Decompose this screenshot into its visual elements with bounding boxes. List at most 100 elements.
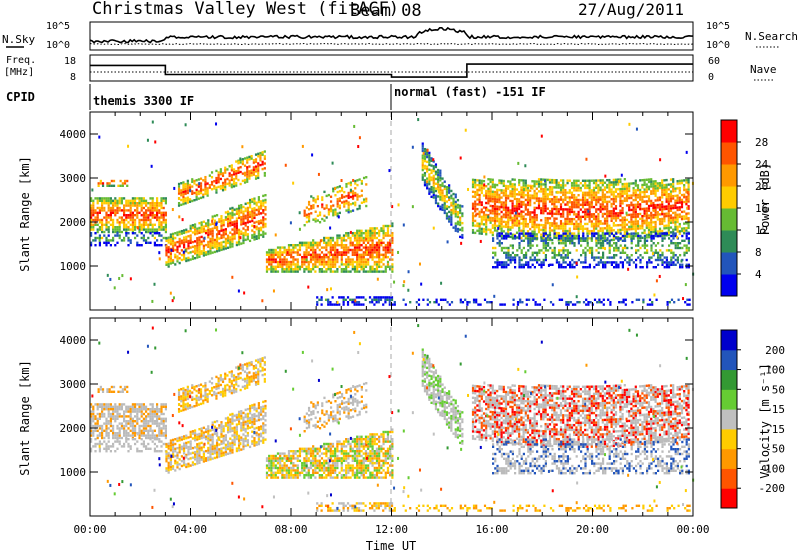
- power-cell: [105, 236, 108, 240]
- power-cell: [211, 232, 214, 235]
- power-cell: [575, 225, 578, 228]
- power-cell: [551, 188, 554, 191]
- power-cell: [373, 229, 376, 232]
- power-cell: [548, 217, 552, 220]
- power-cell: [369, 270, 372, 273]
- power-cell: [680, 198, 684, 202]
- power-cell: [345, 244, 348, 247]
- power-cell: [167, 255, 170, 259]
- power-cell: [672, 261, 675, 264]
- power-cell: [665, 232, 668, 235]
- power-cell: [213, 241, 216, 244]
- power-cell: [674, 199, 677, 202]
- power-cell: [448, 210, 451, 214]
- power-cell: [546, 193, 549, 196]
- power-cell: [129, 239, 132, 242]
- power-cell: [147, 226, 150, 229]
- power-cell: [231, 221, 234, 224]
- power-cell: [253, 207, 256, 210]
- power-cell: [364, 260, 368, 264]
- power-cell: [636, 196, 640, 199]
- power-noise-cell: [189, 189, 192, 193]
- power-cell: [118, 199, 121, 202]
- power-cell: [290, 263, 293, 266]
- power-cell: [515, 212, 519, 215]
- power-cell: [518, 258, 521, 262]
- power-cell: [360, 232, 363, 235]
- power-cell: [213, 214, 216, 218]
- power-cell: [676, 215, 679, 219]
- power-cell: [610, 238, 613, 242]
- power-cell: [487, 187, 490, 191]
- nave-tick-low: 0: [708, 72, 714, 83]
- power-cell: [617, 249, 620, 252]
- power-cell: [421, 144, 424, 148]
- power-cell: [389, 244, 392, 247]
- power-cell: [674, 263, 677, 266]
- power-cell: [158, 204, 161, 207]
- power-cell: [597, 251, 600, 254]
- power-cell: [164, 199, 167, 202]
- power-cell: [504, 192, 508, 195]
- power-cell: [356, 246, 359, 249]
- power-cell: [114, 204, 117, 207]
- power-cell: [142, 218, 145, 222]
- power-cell: [226, 177, 229, 181]
- power-cell: [421, 154, 424, 157]
- power-cell: [568, 222, 571, 226]
- power-cell: [491, 200, 494, 203]
- power-cell: [231, 223, 234, 226]
- power-cell: [101, 202, 104, 205]
- power-cell: [634, 208, 637, 211]
- power-cell: [503, 237, 506, 240]
- power-cell: [647, 185, 651, 188]
- power-cell: [182, 181, 185, 184]
- power-cell: [338, 296, 341, 299]
- power-cell: [292, 268, 295, 271]
- power-cell: [566, 229, 569, 233]
- power-cell: [597, 217, 600, 221]
- power-cell: [422, 298, 425, 301]
- power-cell: [114, 197, 117, 200]
- power-cell: [198, 229, 201, 232]
- power-cell: [287, 268, 291, 271]
- power-cell: [584, 222, 587, 226]
- power-cell: [165, 249, 168, 252]
- power-cell: [566, 237, 569, 240]
- power-cell: [209, 223, 212, 226]
- power-cell: [597, 186, 600, 189]
- power-cell: [142, 223, 145, 226]
- power-cell: [215, 238, 219, 241]
- power-cell: [518, 244, 521, 247]
- power-cell: [101, 230, 104, 234]
- power-cell: [244, 207, 247, 210]
- power-cell: [507, 254, 510, 257]
- power-cell: [421, 176, 424, 179]
- power-cell: [439, 183, 442, 187]
- power-cell: [674, 204, 677, 207]
- power-cell: [186, 191, 189, 195]
- power-cell: [500, 266, 503, 269]
- power-cell: [252, 168, 255, 172]
- power-cell: [634, 225, 637, 228]
- power-cell: [158, 228, 161, 231]
- power-cell: [329, 270, 332, 273]
- power-cell: [674, 223, 677, 226]
- power-cell: [353, 265, 357, 268]
- power-cell: [114, 234, 117, 237]
- power-cell: [518, 246, 521, 250]
- power-cell: [502, 225, 505, 228]
- power-cell: [340, 189, 344, 192]
- power-cell: [503, 266, 506, 269]
- power-cell: [423, 174, 427, 177]
- power-cell: [164, 202, 167, 205]
- power-cell: [582, 234, 585, 238]
- power-cell: [149, 197, 152, 200]
- power-cell: [602, 251, 605, 254]
- power-cell: [540, 263, 543, 266]
- power-cell: [96, 202, 99, 205]
- power-cell: [323, 265, 326, 268]
- power-cell: [219, 170, 222, 173]
- power-cell: [237, 214, 241, 217]
- power-cell: [382, 229, 385, 232]
